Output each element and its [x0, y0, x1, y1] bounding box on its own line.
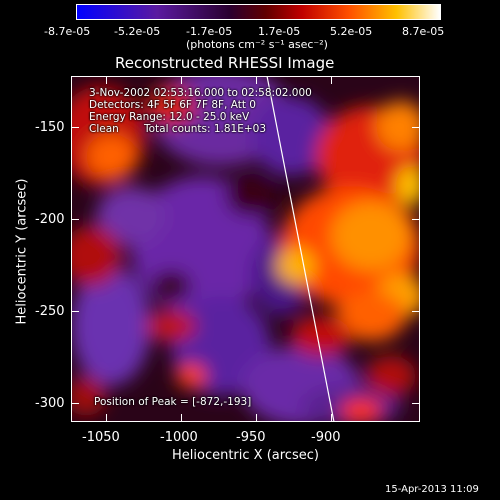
y-tick-right-1 — [412, 127, 420, 128]
colorbar-tick-label-1: -8.7e-05 — [44, 25, 91, 38]
y-tick-label-3: -250 — [35, 304, 65, 319]
colorbar-tick-label-2: -5.2e-05 — [114, 25, 161, 38]
footer-timestamp: 15-Apr-2013 11:09 — [385, 484, 479, 495]
annotation-detectors: Detectors: 4F 5F 6F 7F 8F, Att 0 — [89, 99, 256, 111]
x-tick-top-2 — [181, 76, 182, 84]
colorbar-units: (photons cm⁻² s⁻¹ asec⁻²) — [186, 38, 328, 51]
y-axis-label: Heliocentric Y (arcsec) — [14, 178, 30, 325]
y-tick-1 — [71, 127, 79, 128]
colorbar-tick-label-4: 1.7e-05 — [258, 25, 301, 38]
annotation-peak: Position of Peak = [-872,-193] — [94, 396, 252, 408]
annotation-energy: Energy Range: 12.0 - 25.0 keV — [89, 111, 250, 123]
colorbar-tick-label-5: 5.2e-05 — [330, 25, 373, 38]
x-tick-top-3 — [256, 76, 257, 84]
colorbar-tick-label-6: 8.7e-05 — [402, 25, 445, 38]
rhessi-image-svg — [71, 76, 420, 422]
x-tick-4 — [331, 414, 332, 422]
rhessi-image — [71, 76, 420, 422]
y-tick-right-2 — [412, 219, 420, 220]
y-tick-label-2: -200 — [35, 212, 65, 227]
solar-limb-line — [266, 76, 335, 422]
x-tick-3 — [256, 414, 257, 422]
annotation-time-range: 3-Nov-2002 02:53:16.000 to 02:58:02.000 — [89, 87, 312, 99]
y-tick-right-3 — [412, 311, 420, 312]
x-tick-label-4: -900 — [311, 430, 341, 445]
y-tick-label-4: -300 — [35, 396, 65, 411]
x-tick-label-2: -1000 — [160, 430, 198, 445]
x-tick-1 — [106, 414, 107, 422]
x-tick-2 — [181, 414, 182, 422]
plot-title: Reconstructed RHESSI Image — [115, 54, 335, 72]
annotation-counts: Total counts: 1.81E+03 — [144, 123, 267, 135]
colorbar — [76, 4, 441, 20]
y-tick-right-4 — [412, 403, 420, 404]
y-tick-3 — [71, 311, 79, 312]
annotation-clean: Clean — [89, 123, 119, 135]
y-tick-2 — [71, 219, 79, 220]
x-tick-label-3: -950 — [236, 430, 266, 445]
x-tick-top-1 — [106, 76, 107, 84]
x-tick-label-1: -1050 — [82, 430, 120, 445]
x-tick-top-4 — [331, 76, 332, 84]
plot-frame — [71, 76, 420, 422]
y-tick-label-1: -150 — [35, 120, 65, 135]
x-axis-label: Heliocentric X (arcsec) — [172, 448, 319, 463]
y-tick-4 — [71, 403, 79, 404]
colorbar-tick-label-3: -1.7e-05 — [186, 25, 233, 38]
